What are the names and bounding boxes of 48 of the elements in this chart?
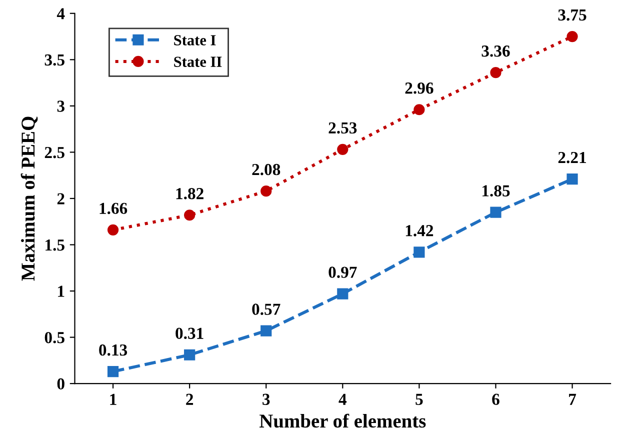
point (490, 206, 502, 218)
point (414, 246, 425, 258)
point (107, 224, 119, 236)
y-tick-label: 2.5 (44, 146, 64, 158)
y-axis-title: Maximum of PEEQ (20, 116, 38, 281)
data-label: 0.57 (252, 304, 280, 315)
x-tick-label: 3 (262, 394, 270, 406)
x-tick-label: 1 (110, 394, 116, 405)
x-tick-label: 5 (416, 394, 423, 406)
data-label: 2.96 (405, 82, 434, 94)
y-tick-label: 3 (57, 100, 64, 112)
x-tick-label: 4 (338, 394, 347, 405)
point (107, 366, 119, 378)
point (184, 210, 196, 221)
x-tick-label: 7 (569, 394, 576, 405)
y-tick-label: 3.5 (44, 54, 64, 66)
data-label: 0.31 (176, 328, 204, 340)
point (414, 104, 425, 116)
data-label: 2.21 (558, 152, 586, 164)
data-label: 3.75 (558, 9, 586, 21)
point (490, 67, 502, 78)
point (337, 144, 348, 155)
point (184, 349, 196, 360)
data-label: 1.42 (406, 225, 434, 236)
data-label: 3.36 (482, 46, 510, 57)
data-label: 2.53 (328, 122, 357, 134)
x-tick-label: 2 (186, 394, 194, 405)
data-label: 1.66 (100, 202, 128, 214)
y-tick-label: 0 (57, 378, 64, 390)
point (566, 173, 578, 185)
point (260, 325, 272, 336)
point (260, 186, 272, 197)
y-tick-label: 1 (58, 286, 64, 297)
data-label: 2.08 (252, 164, 280, 176)
x-axis-title: Number of elements (259, 414, 426, 428)
data-label: 1.85 (482, 185, 510, 197)
data-label: 0.97 (328, 266, 357, 278)
legend-label: State II (174, 56, 222, 67)
data-label: 0.13 (99, 344, 128, 356)
data-label: 1.82 (176, 188, 204, 200)
x-tick-label: 6 (492, 394, 500, 406)
y-tick-label: 4 (56, 8, 65, 20)
point (337, 288, 348, 300)
y-tick-label: 2 (57, 193, 64, 204)
point (566, 30, 578, 42)
y-tick-label: 0.5 (44, 332, 64, 344)
legend-label: State I (174, 35, 216, 46)
y-tick-label: 1.5 (46, 240, 64, 251)
